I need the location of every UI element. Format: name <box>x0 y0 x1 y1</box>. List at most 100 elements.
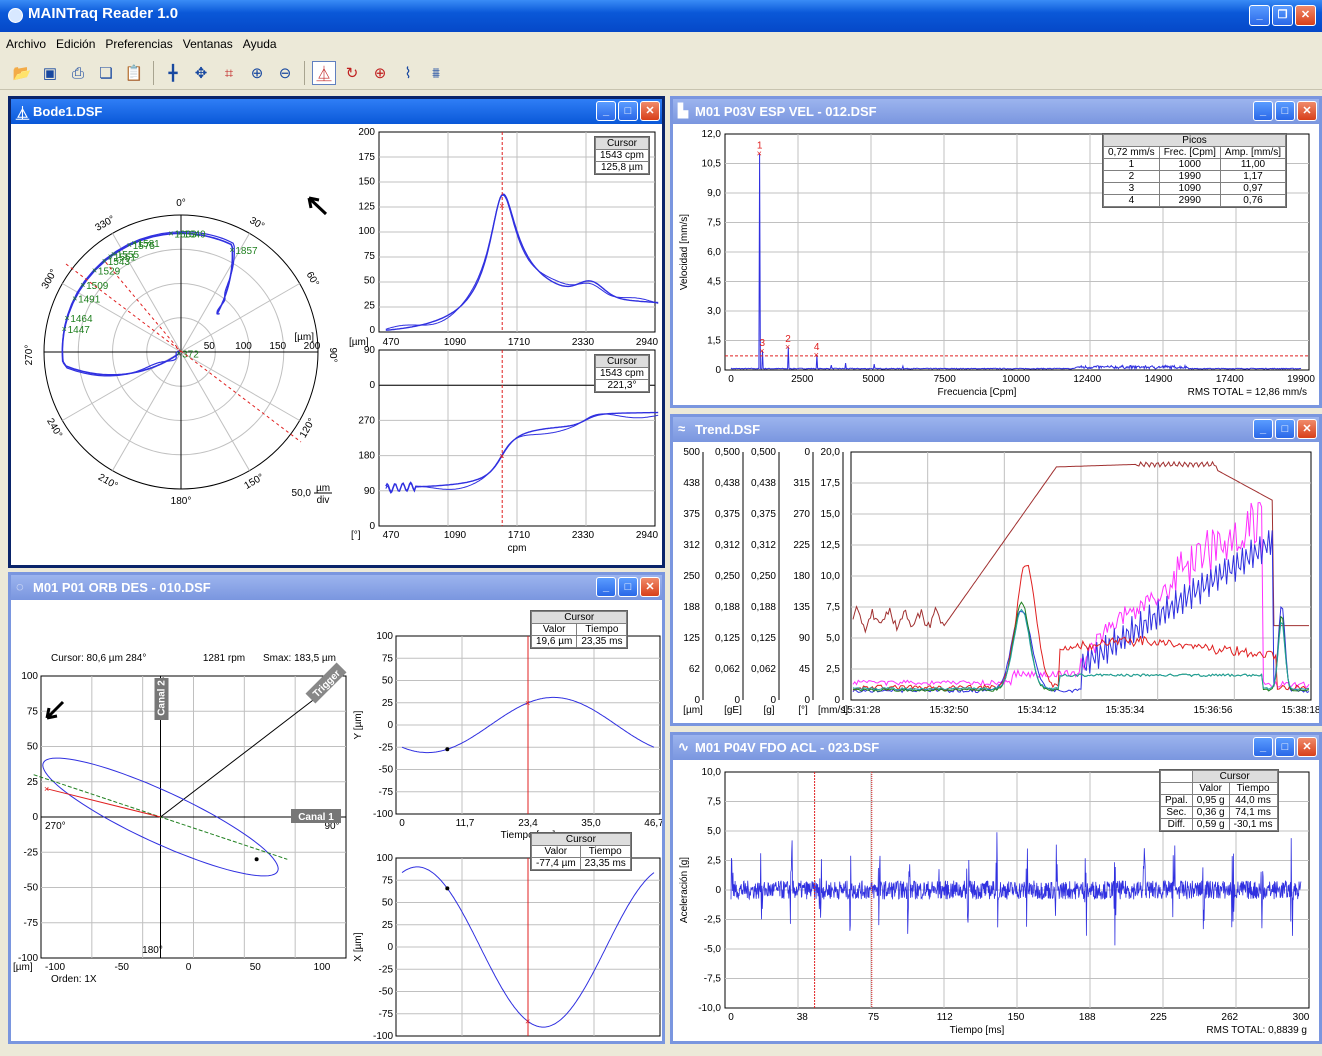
spectrum-ytick: 10,5 <box>702 159 722 170</box>
trend-axis-tick: 0,375 <box>715 509 740 520</box>
spectrum-window[interactable]: ▙ M01 P03V ESP VEL - 012.DSF _ □ ✕ 12,0 1… <box>670 96 1322 408</box>
orbit-y-plot-xlabel: Tiempo [ms] <box>501 830 556 841</box>
waveform-xtick: 300 <box>1293 1012 1310 1023</box>
phase-xtick: 2330 <box>572 530 595 541</box>
orbit-y-plot-cursor-marker: × <box>525 698 530 708</box>
spectrum-close-button[interactable]: ✕ <box>1297 101 1317 121</box>
waveform-ytick: -7,5 <box>704 974 722 985</box>
amp-ytick: 100 <box>358 226 375 237</box>
trend-close-button[interactable]: ✕ <box>1297 419 1317 439</box>
polar-icon[interactable]: ↻ <box>345 65 359 82</box>
cursor-title: Cursor <box>531 833 631 846</box>
polar-point-label: 1447 <box>68 325 91 336</box>
bode-icon[interactable]: ⏅ <box>312 61 336 85</box>
trend-axis-tick: 10,0 <box>821 571 841 582</box>
amp-ytick: 125 <box>358 201 375 212</box>
trend-series-teal <box>852 608 1310 691</box>
minimize-button[interactable]: _ <box>1249 5 1270 26</box>
trend-icon[interactable]: ⌇ <box>404 65 412 82</box>
zoom-out-icon[interactable]: ⊖ <box>278 65 292 82</box>
orbit-maximize-button[interactable]: □ <box>618 577 638 597</box>
spectrum-title-bar[interactable]: ▙ M01 P03V ESP VEL - 012.DSF _ □ ✕ <box>673 99 1319 124</box>
polar-angle-label: 120° <box>298 417 318 440</box>
cursor-col-tiempo: Tiempo <box>576 623 628 636</box>
waveform-plot[interactable]: 10,0 7,5 5,0 2,5 0 -2,5 -5,0 -7,5 -10,0 0 38 75 112 1… <box>673 760 1319 1041</box>
trend-title-bar[interactable]: ≈ Trend.DSF _ □ ✕ <box>673 417 1319 442</box>
trend-minimize-button[interactable]: _ <box>1253 419 1273 439</box>
orbit-y-plot-ytick: -25 <box>379 742 394 753</box>
menu-archivo[interactable]: Archivo <box>6 37 47 51</box>
bode-minimize-button[interactable]: _ <box>596 101 616 121</box>
orbit-icon: ◌ <box>16 579 24 594</box>
phase-xtick: 1090 <box>444 530 467 541</box>
polar-point-label: 1581 <box>137 239 160 250</box>
orbit-window[interactable]: ◌ M01 P01 ORB DES - 010.DSF _ □ ✕ Cursor… <box>8 572 665 1044</box>
cursor-icon[interactable]: ╋ <box>168 65 178 82</box>
polar-point-marker: × <box>131 238 136 248</box>
trend-plot[interactable]: 500438375312250188125620[µm]0,5000,4380,… <box>673 442 1319 723</box>
zoom-in-icon[interactable]: ⊕ <box>250 65 264 82</box>
menu-ventanas[interactable]: Ventanas <box>182 37 233 51</box>
orbit-icon[interactable]: ⊕ <box>373 65 387 82</box>
waveform-close-button[interactable]: ✕ <box>1297 737 1317 757</box>
orbit-plots[interactable]: Cursor: 80,6 µm 284° 1281 rpm Smax: 183,5 … <box>11 600 662 1041</box>
amp-cursor-marker: × <box>499 201 504 211</box>
waveform-maximize-button[interactable]: □ <box>1275 737 1295 757</box>
polar-point-label: 1857 <box>235 246 258 257</box>
paste-icon[interactable]: 📋 <box>124 65 144 82</box>
orbit-title-bar[interactable]: ◌ M01 P01 ORB DES - 010.DSF _ □ ✕ <box>11 575 662 600</box>
dual-cursor-icon[interactable]: ✥ <box>194 65 208 82</box>
close-button[interactable]: ✕ <box>1295 5 1316 26</box>
save-icon[interactable]: ▣ <box>42 65 58 82</box>
app-title-bar: MAINTraq Reader 1.0 _ ❐ ✕ <box>0 0 1322 32</box>
amp-xtick: 1090 <box>444 337 467 348</box>
bode-plots[interactable]: 0° 30° 60° 90° 120° 150° 180° 210° 240° 270° 300° 3… <box>11 124 662 565</box>
zoom-box-icon[interactable]: ⌗ <box>224 64 234 82</box>
trend-maximize-button[interactable]: □ <box>1275 419 1295 439</box>
trend-xtick: 15:32:50 <box>930 705 969 716</box>
trend-axis-tick: 312 <box>683 540 700 551</box>
orbit-minimize-button[interactable]: _ <box>596 577 616 597</box>
polar-spoke <box>180 351 250 471</box>
menu-preferencias[interactable]: Preferencias <box>105 37 173 51</box>
orbit-x-plot-xtick: 0 <box>399 1040 405 1041</box>
trend-window[interactable]: ≈ Trend.DSF _ □ ✕ 500 438 375 312 250 188 125 6… <box>670 414 1322 726</box>
trend-axis-unit: [mm/s] <box>818 705 848 716</box>
canal1-label: Canal 1 <box>298 812 334 823</box>
waveform-title-bar[interactable]: ∿ M01 P04V FDO ACL - 023.DSF _ □ ✕ <box>673 735 1319 760</box>
copy-icon[interactable]: ❏ <box>99 65 113 82</box>
orbit-y-plot-ylabel: Y [µm] <box>353 710 364 739</box>
polar-trace-a <box>61 232 234 376</box>
orbit-y-plot-xtick: 23,4 <box>518 818 538 829</box>
polar-point-label: 1551 <box>114 252 137 263</box>
spectrum-ytick: 9,0 <box>707 188 721 199</box>
orbit-x-plot-ytick: -75 <box>379 1009 394 1020</box>
trend-axis-tick: 0,312 <box>715 540 740 551</box>
bode-window[interactable]: ⏅ Bode1.DSF _ □ ✕ 0° 30° 60° 90° 120° 150° 180… <box>8 96 665 568</box>
waveform-rms: RMS TOTAL: 0,8839 g <box>1206 1025 1307 1036</box>
waveform-window[interactable]: ∿ M01 P04V FDO ACL - 023.DSF _ □ ✕ 10,0 7… <box>670 732 1322 1044</box>
bode-close-button[interactable]: ✕ <box>640 101 660 121</box>
waveform-xlabel: Tiempo [ms] <box>950 1025 1005 1036</box>
polar-point-marker: × <box>127 240 132 250</box>
polar-angle-label: 150° <box>243 472 266 492</box>
waveform-ytick: 7,5 <box>707 797 721 808</box>
spectrum-minimize-button[interactable]: _ <box>1253 101 1273 121</box>
menu-ayuda[interactable]: Ayuda <box>242 37 277 51</box>
print-icon[interactable]: ⎙ <box>71 64 84 82</box>
waveform-minimize-button[interactable]: _ <box>1253 737 1273 757</box>
polar-unit: [µm] <box>294 332 314 343</box>
waterfall-icon[interactable]: ⩩ <box>431 64 440 82</box>
spectrum-maximize-button[interactable]: □ <box>1275 101 1295 121</box>
cursor-row-time: -30,1 ms <box>1228 818 1278 831</box>
bode-maximize-button[interactable]: □ <box>618 101 638 121</box>
bode-title-bar[interactable]: ⏅ Bode1.DSF _ □ ✕ <box>11 99 662 124</box>
menu-edicion[interactable]: Edición <box>56 37 96 51</box>
waveform-ytick: -5,0 <box>704 944 722 955</box>
polar-point-marker: × <box>176 348 181 358</box>
open-icon[interactable]: 📂 <box>12 65 32 82</box>
orbit-close-button[interactable]: ✕ <box>640 577 660 597</box>
polar-spoke <box>62 283 182 353</box>
restore-button[interactable]: ❐ <box>1272 5 1293 26</box>
